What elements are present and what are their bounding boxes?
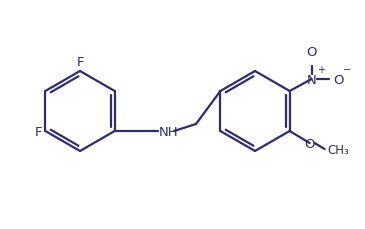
Text: F: F bbox=[76, 56, 84, 69]
Text: NH: NH bbox=[159, 126, 178, 139]
Text: +: + bbox=[317, 65, 324, 75]
Text: N: N bbox=[307, 73, 316, 86]
Text: −: − bbox=[343, 65, 351, 75]
Text: F: F bbox=[35, 125, 42, 138]
Text: O: O bbox=[304, 137, 315, 150]
Text: CH₃: CH₃ bbox=[328, 143, 349, 156]
Text: O: O bbox=[306, 46, 317, 59]
Text: O: O bbox=[334, 73, 344, 86]
